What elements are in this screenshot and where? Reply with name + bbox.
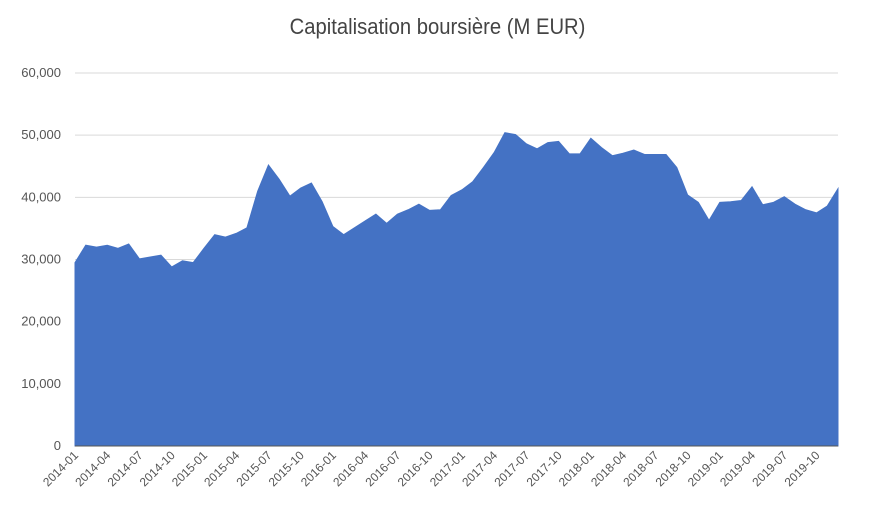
y-tick-label: 20,000 <box>21 314 61 329</box>
x-tick-labels: 2014-012014-042014-072014-102015-012015-… <box>40 448 823 489</box>
y-tick-labels: 0 10,000 20,000 30,000 40,000 50,000 60,000 <box>21 65 61 453</box>
area-series <box>74 132 839 447</box>
x-tick-label: 2019-10 <box>782 448 823 489</box>
y-tick-label: 0 <box>54 438 61 453</box>
y-tick-label: 50,000 <box>21 127 61 142</box>
y-tick-label: 10,000 <box>21 376 61 391</box>
y-tick-label: 60,000 <box>21 65 61 80</box>
y-tick-label: 40,000 <box>21 189 61 204</box>
chart-title: Capitalisation boursière (M EUR) <box>289 14 586 39</box>
area-fill <box>74 132 839 447</box>
y-tick-label: 30,000 <box>21 252 61 267</box>
